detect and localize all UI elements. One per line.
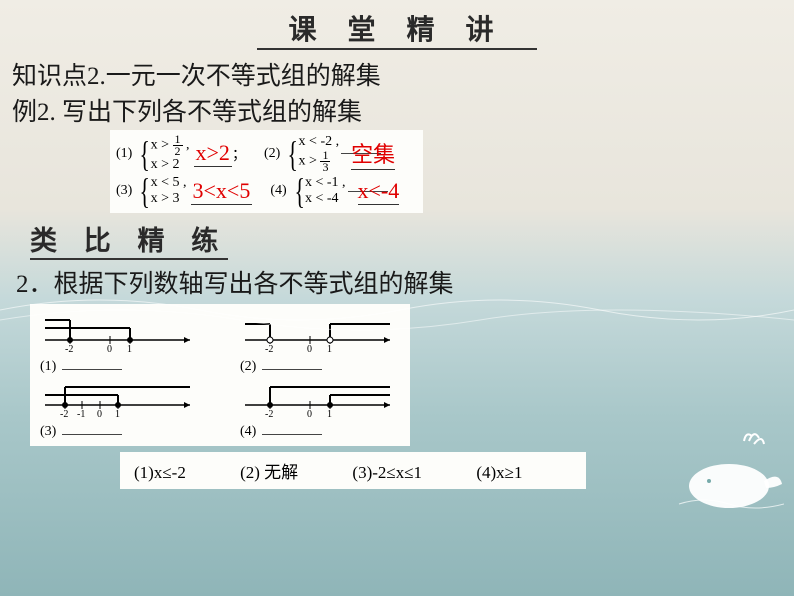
svg-text:0: 0 [307,344,312,352]
svg-text:1: 1 [115,409,120,417]
svg-text:1: 1 [327,409,332,417]
eq-1: (1) { x > 12 , x > 2 x>2 ； [116,134,246,173]
whale-icon [674,426,784,516]
svg-text:-1: -1 [77,409,85,417]
knowledge-point-line: 知识点2.一元一次不等式组的解集 [12,56,784,92]
page-title: 课 堂 精 讲 [257,0,537,50]
svg-text:-2: -2 [65,344,73,352]
bottom-ans-4: (4)x≥1 [476,463,522,482]
answer-2: 空集 [351,137,395,170]
numline-3: -2 -1 0 1 (3) [40,377,200,440]
answer-4: x<-4 [358,178,400,205]
svg-text:-2: -2 [265,409,273,417]
svg-text:0: 0 [97,409,102,417]
example-line: 例2. 写出下列各不等式组的解集 [12,92,784,128]
svg-text:1: 1 [327,344,332,352]
eq-3: (3) { x < 5 , x > 3 3<x<5 [116,175,252,207]
svg-text:0: 0 [107,344,112,352]
eq-4: (4) { x < -1 , x < -4 x<-4 [270,175,399,207]
background-wave [0,280,794,340]
eq-2: (2) { x < -2 , x > 13 空集 [264,134,395,173]
bottom-answers: (1)x≤-2 (2) 无解 (3)-2≤x≤1 (4)x≥1 [120,452,586,489]
svg-text:0: 0 [307,409,312,417]
sub-title: 类 比 精 练 [30,219,228,260]
bottom-ans-1: (1)x≤-2 [134,463,186,482]
svg-text:1: 1 [127,344,132,352]
svg-text:-2: -2 [265,344,273,352]
equation-block: (1) { x > 12 , x > 2 x>2 ； (2) { x < -2 … [110,130,423,213]
numline-4: -2 0 1 (4) [240,377,400,440]
bottom-ans-2: (2) 无解 [240,463,298,482]
bottom-ans-3: (3)-2≤x≤1 [352,463,422,482]
svg-text:-2: -2 [60,409,68,417]
answer-3: 3<x<5 [191,178,253,205]
answer-1: x>2 [194,140,232,167]
